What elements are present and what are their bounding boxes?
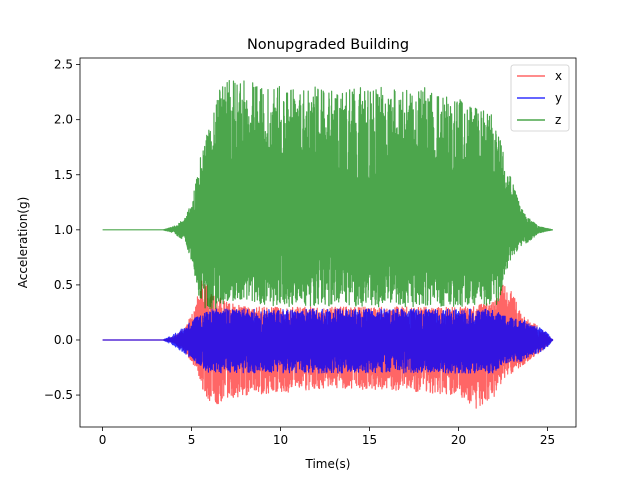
x-tick-label: 0 [99, 433, 107, 447]
series-line-y [102, 308, 554, 374]
y-tick-label: 1.5 [54, 168, 73, 182]
y-tick-label: 2.0 [54, 113, 73, 127]
legend-label-z: z [555, 113, 561, 127]
y-tick-label: 2.5 [54, 58, 73, 72]
series-line-z [102, 79, 554, 310]
x-tick-label: 15 [362, 433, 377, 447]
y-tick-label: 1.0 [54, 223, 73, 237]
y-axis-label: Acceleration(g) [16, 197, 30, 289]
y-tick-label: 0.0 [54, 333, 73, 347]
plot-frame [79, 57, 577, 428]
y-tick-label: −0.5 [44, 388, 73, 402]
x-tick-label: 10 [273, 433, 288, 447]
x-tick-label: 25 [540, 433, 555, 447]
axes: 0 5 10 15 20 25 −0.5 0.0 0.5 1.0 1.5 2.0 2.5 [44, 57, 577, 447]
legend: xyz [510, 64, 570, 132]
legend-label-y: y [555, 91, 562, 105]
plot-area [102, 79, 554, 409]
y-tick-label: 0.5 [54, 278, 73, 292]
x-axis-label: Time(s) [305, 457, 351, 471]
x-tick-label: 20 [451, 433, 466, 447]
legend-label-x: x [555, 69, 562, 83]
chart-title: Nonupgraded Building [247, 37, 409, 53]
x-tick-label: 5 [188, 433, 196, 447]
